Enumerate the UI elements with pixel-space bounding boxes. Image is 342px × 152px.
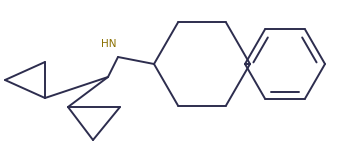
Text: HN: HN xyxy=(101,39,116,49)
